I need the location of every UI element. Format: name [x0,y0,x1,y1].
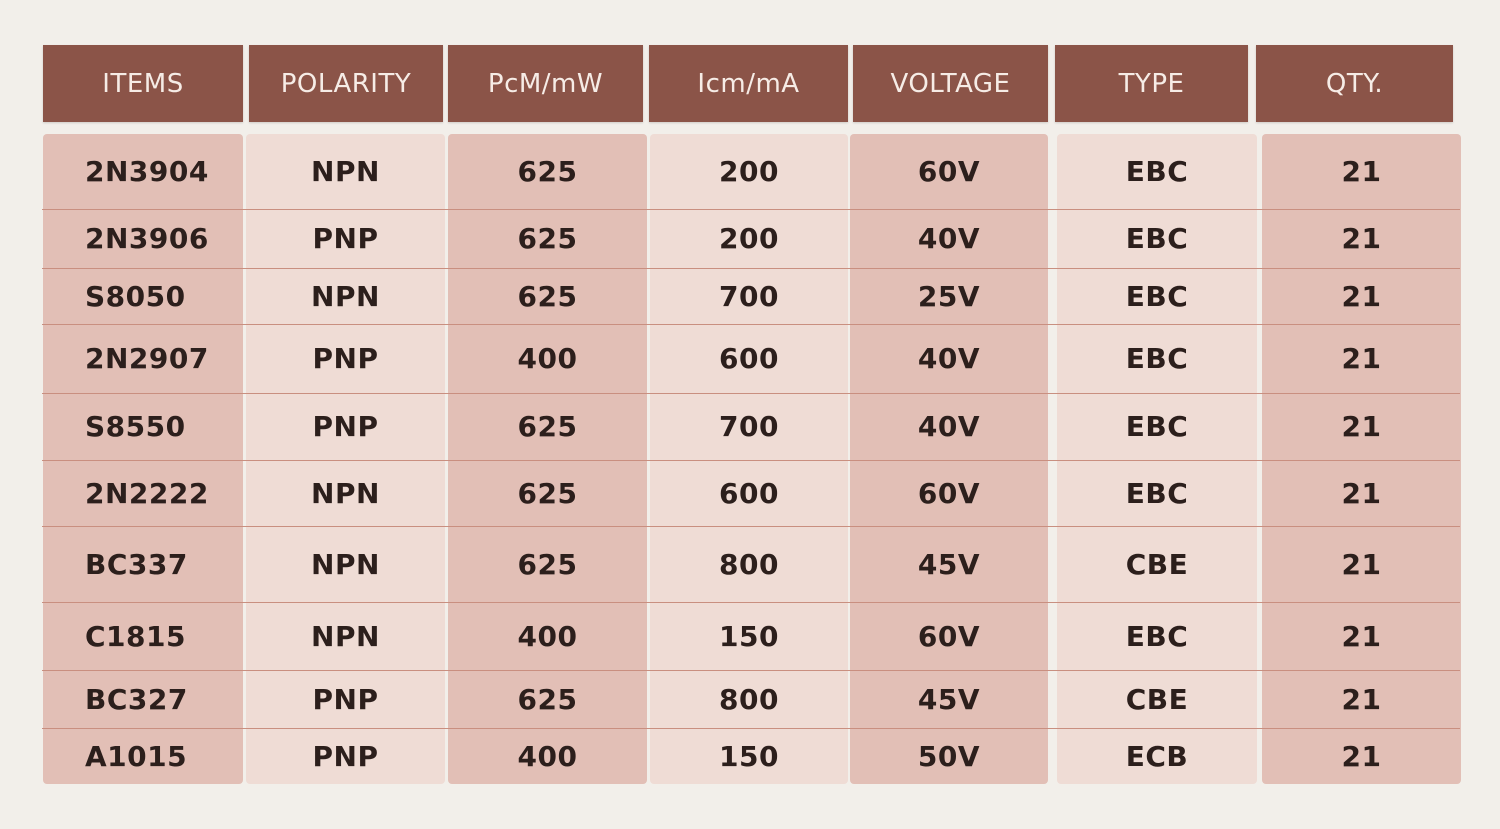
column-bg-voltage [850,134,1048,784]
cell-type: EBC [1125,342,1189,375]
cell-qty: 21 [1341,222,1382,255]
cell-icm: 150 [719,619,779,653]
cell-type: EBC [1125,222,1189,255]
cell-voltage: 60V [917,476,981,510]
cell-icm: 600 [719,476,779,510]
cell-voltage: 60V [917,155,981,188]
cell-qty: 21 [1341,342,1382,375]
row-divider [42,393,1460,394]
cell-qty: 21 [1341,410,1382,443]
header-qty: QTY. [1256,45,1453,122]
cell-pcm: 625 [517,155,578,188]
cell-polarity: NPN [311,155,380,188]
cell-polarity: NPN [311,547,380,581]
cell-polarity: NPN [311,476,380,510]
cell-voltage: 45V [917,547,981,581]
cell-qty: 21 [1341,619,1382,653]
header-items: ITEMS [43,45,243,122]
cell-pcm: 625 [517,222,578,255]
cell-pcm: 400 [517,342,578,375]
row-divider [42,602,1460,603]
cell-icm: 600 [719,342,779,375]
cell-type: CBE [1125,547,1189,581]
cell-type: EBC [1125,476,1189,510]
cell-icm: 800 [719,682,779,716]
cell-item: 2N3906 [85,222,209,255]
row-divider [42,324,1460,325]
cell-icm: 800 [719,547,779,581]
cell-polarity: NPN [311,279,380,313]
cell-qty: 21 [1341,476,1382,510]
cell-item: 2N2907 [85,342,209,375]
row-divider [42,209,1460,210]
cell-voltage: 40V [917,342,981,375]
cell-voltage: 25V [917,279,981,313]
column-bg-icm [650,134,848,784]
cell-polarity: PNP [312,342,379,375]
row-divider [42,460,1460,461]
cell-pcm: 625 [517,410,578,443]
cell-icm: 700 [719,410,779,443]
cell-icm: 200 [719,155,779,188]
cell-voltage: 40V [917,410,981,443]
cell-item: 2N2222 [85,476,209,510]
cell-polarity: PNP [312,739,379,773]
cell-qty: 21 [1341,682,1382,716]
cell-pcm: 625 [517,547,578,581]
row-divider [42,268,1460,269]
cell-polarity: NPN [311,619,380,653]
cell-pcm: 625 [517,476,578,510]
header-pcm: PcM/mW [448,45,643,122]
cell-item: 2N3904 [85,155,209,188]
row-divider [42,728,1460,729]
cell-item: C1815 [85,619,186,653]
cell-polarity: PNP [312,222,379,255]
cell-polarity: PNP [312,410,379,443]
cell-voltage: 40V [917,222,981,255]
header-icm: Icm/mA [649,45,848,122]
cell-item: A1015 [85,739,188,773]
cell-qty: 21 [1341,155,1382,188]
cell-qty: 21 [1341,739,1382,773]
cell-qty: 21 [1341,547,1382,581]
cell-qty: 21 [1341,279,1382,313]
column-bg-qty [1262,134,1461,784]
cell-polarity: PNP [312,682,379,716]
cell-type: EBC [1125,279,1189,313]
cell-type: EBC [1125,155,1189,188]
column-bg-items [43,134,243,784]
cell-voltage: 60V [917,619,981,653]
cell-item: BC337 [85,547,188,581]
cell-pcm: 625 [517,682,578,716]
cell-item: BC327 [85,682,188,716]
cell-icm: 150 [719,739,779,773]
column-bg-type [1057,134,1257,784]
cell-type: CBE [1125,682,1189,716]
cell-pcm: 400 [517,619,578,653]
header-voltage: VOLTAGE [853,45,1048,122]
column-bg-pcm [448,134,647,784]
row-divider [42,670,1460,671]
cell-voltage: 50V [917,739,981,773]
cell-icm: 700 [719,279,779,313]
cell-type: ECB [1125,739,1189,773]
cell-pcm: 400 [517,739,578,773]
cell-icm: 200 [719,222,779,255]
cell-pcm: 625 [517,279,578,313]
cell-type: EBC [1125,619,1189,653]
cell-type: EBC [1125,410,1189,443]
header-polarity: POLARITY [249,45,443,122]
cell-item: S8050 [85,279,186,313]
cell-item: S8550 [85,410,186,443]
cell-voltage: 45V [917,682,981,716]
row-divider [42,526,1460,527]
column-bg-polarity [246,134,445,784]
header-type: TYPE [1055,45,1248,122]
